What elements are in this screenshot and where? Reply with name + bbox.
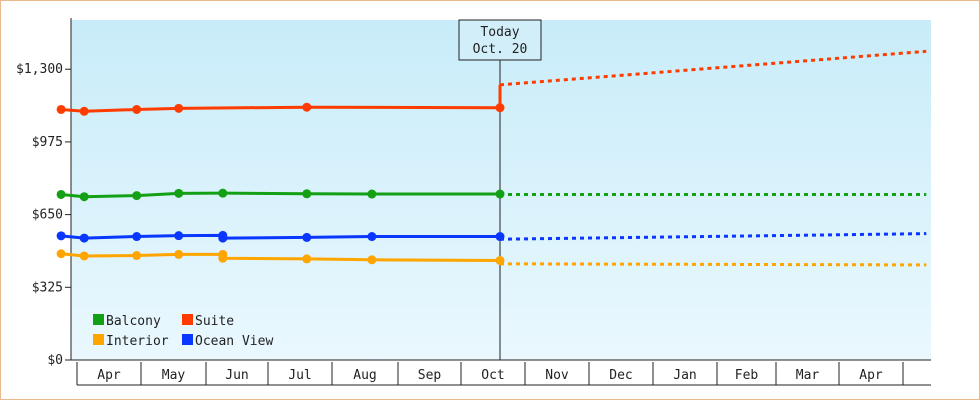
y-tick-label: $650 [32, 208, 63, 223]
legend-swatch-ocean-view [182, 334, 193, 345]
legend-swatch-interior [93, 334, 104, 345]
balcony-data-point [79, 192, 89, 202]
y-tick-label: $1,300 [16, 62, 63, 77]
x-tick-label: Oct [481, 368, 504, 383]
balcony-data-point [132, 191, 142, 201]
x-tick-label: Dec [609, 368, 632, 383]
x-tick-label: Jan [673, 368, 696, 383]
suite-data-point [79, 106, 89, 116]
legend-label-suite: Suite [195, 314, 234, 329]
balcony-data-point [495, 189, 505, 199]
x-tick-label: Nov [545, 368, 569, 383]
today-box [458, 19, 542, 61]
x-tick-label: Jun [225, 368, 248, 383]
interior-data-point [218, 253, 228, 263]
interior-data-point [132, 251, 142, 261]
interior-data-point [174, 249, 184, 259]
ocean-view-data-point [302, 232, 312, 242]
x-tick-label: Sep [418, 368, 442, 383]
suite-data-point [132, 104, 142, 114]
interior-forecast-line [499, 262, 927, 267]
y-tick-label: $325 [32, 280, 63, 295]
legend-label-interior: Interior [106, 334, 169, 349]
legend-label-balcony: Balcony [106, 314, 161, 329]
balcony-data-point [218, 188, 228, 198]
suite-data-point [56, 104, 66, 114]
legend-swatch-suite [182, 314, 193, 325]
x-tick-label: Aug [353, 368, 376, 383]
x-tick-label: Feb [735, 368, 759, 383]
today-label: Today [480, 25, 519, 40]
legend-swatch-balcony [93, 314, 104, 325]
y-tick-label: $975 [32, 135, 63, 150]
x-tick-label: Mar [796, 368, 820, 383]
x-tick-label: May [162, 368, 186, 383]
balcony-data-point [174, 188, 184, 198]
balcony-data-point [367, 189, 377, 199]
y-tick-label: $0 [47, 353, 63, 368]
interior-data-point [495, 255, 505, 265]
interior-data-point [367, 255, 377, 265]
suite-data-point [174, 103, 184, 113]
balcony-data-point [302, 189, 312, 199]
ocean-view-forecast-line [499, 232, 927, 241]
ocean-view-data-point [132, 232, 142, 242]
legend-label-ocean-view: Ocean View [195, 334, 273, 349]
x-tick-label: Apr [97, 368, 121, 383]
ocean-view-data-point [79, 233, 89, 243]
ocean-view-data-point [218, 233, 228, 243]
ocean-view-data-point [495, 232, 505, 242]
suite-data-point [302, 102, 312, 112]
interior-data-point [79, 251, 89, 261]
ocean-view-data-point [56, 231, 66, 241]
interior-data-point [302, 254, 312, 264]
ocean-view-data-point [367, 232, 377, 242]
today-date: Oct. 20 [473, 42, 528, 57]
x-tick-label: Jul [288, 368, 311, 383]
suite-data-point [495, 103, 505, 113]
ocean-view-data-point [174, 231, 184, 241]
balcony-history-line [60, 191, 500, 199]
x-tick-label: Apr [859, 368, 883, 383]
balcony-data-point [56, 189, 66, 199]
interior-data-point [56, 249, 66, 259]
